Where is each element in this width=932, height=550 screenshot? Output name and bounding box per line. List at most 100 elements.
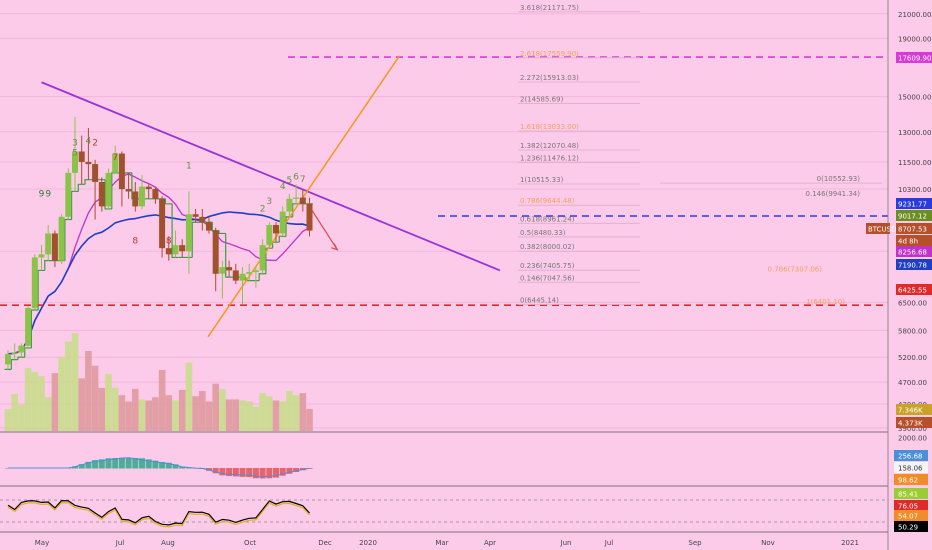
stoch-axis-label: 76.05 [898, 503, 918, 511]
volume-bar [44, 397, 52, 431]
candle-body[interactable] [259, 245, 266, 271]
candle-body[interactable] [252, 270, 259, 273]
candle-body[interactable] [5, 353, 11, 365]
volume-bar [306, 408, 313, 431]
price-tick-label: 4700.00 [898, 379, 927, 387]
count-label: 8 [132, 237, 138, 247]
volume-bar [11, 394, 18, 431]
volume-bar [178, 389, 186, 431]
candle-body[interactable] [273, 225, 279, 234]
candle-body[interactable] [72, 151, 78, 173]
price-tick-label: 21000.00 [898, 11, 931, 19]
candle-body[interactable] [165, 248, 172, 255]
candle-body[interactable] [199, 216, 206, 223]
macd-histogram-bar [98, 459, 105, 469]
candle-body[interactable] [206, 222, 212, 231]
macd-histogram-bar [266, 468, 273, 479]
volume-bar [91, 365, 99, 431]
candle-body[interactable] [286, 198, 293, 212]
candle-body[interactable] [112, 153, 119, 173]
price-tag-label: 8707.53 [898, 226, 927, 234]
candle-body[interactable] [232, 270, 239, 281]
candle-body[interactable] [85, 161, 92, 165]
candles[interactable] [5, 117, 313, 370]
candle-body[interactable] [226, 267, 233, 271]
candle-body[interactable] [51, 233, 58, 261]
candle-body[interactable] [299, 197, 306, 204]
candle-body[interactable] [185, 214, 192, 252]
count-label: 6 [293, 173, 299, 183]
volume-bars [4, 333, 313, 431]
candle-body[interactable] [65, 172, 72, 217]
candle-body[interactable] [118, 153, 125, 190]
candle-body[interactable] [139, 186, 145, 207]
candle-body[interactable] [105, 172, 112, 207]
candle-body[interactable] [219, 267, 226, 274]
volume-bar [192, 396, 199, 431]
macd-tag-bg [894, 462, 928, 473]
stoch-tag-bg [894, 521, 928, 532]
volume-bar [272, 400, 280, 431]
candle-body[interactable] [279, 211, 286, 234]
candle-body[interactable] [18, 345, 25, 353]
fib-label: 1(10515.33) [520, 176, 564, 184]
fib-label: 0.146(9941.34) [806, 190, 861, 198]
volume-bar [205, 401, 213, 431]
fib-label: 0.382(8000.02) [520, 243, 575, 251]
candle-body[interactable] [246, 272, 253, 274]
fib-label: 2.618(17559.90) [520, 50, 579, 58]
candle-body[interactable] [58, 216, 65, 261]
macd-histogram-bar [239, 468, 246, 477]
candle-body[interactable] [212, 230, 219, 274]
volume-bar [239, 400, 246, 431]
price-tag-bg [896, 235, 932, 246]
candle-body[interactable] [45, 233, 52, 255]
macd-histogram-bar [206, 468, 212, 471]
candle-body[interactable] [92, 164, 99, 182]
macd-histogram-bar [246, 468, 253, 478]
time-tick-label: May [35, 539, 49, 547]
volume-bar [286, 391, 293, 431]
candle-body[interactable] [98, 181, 105, 207]
volume-bar [111, 387, 119, 431]
candle-body[interactable] [172, 245, 179, 255]
price-tick-label: 5200.00 [898, 354, 927, 362]
price-tick-label: 3900.00 [898, 425, 927, 433]
count-label: 3 [72, 138, 78, 148]
candle-body[interactable] [159, 198, 166, 249]
price-tag-label: 7.346K [898, 407, 923, 415]
candle-body[interactable] [132, 191, 139, 207]
macd-histogram-bar [172, 464, 179, 469]
count-label: 4 [86, 136, 92, 146]
candle-body[interactable] [38, 254, 45, 258]
volume-bar [98, 387, 106, 431]
count-label: 7 [112, 153, 118, 163]
candle-body[interactable] [11, 352, 18, 354]
candle-body[interactable] [78, 151, 85, 162]
volume-bar [85, 351, 92, 431]
candle-body[interactable] [239, 273, 246, 281]
candle-body[interactable] [192, 214, 199, 217]
fib-label: 0.618(8961.24) [520, 215, 575, 223]
volume-bar [212, 383, 219, 431]
macd-histogram-bar [159, 461, 166, 469]
macd-histogram-bar [105, 458, 112, 469]
candle-body[interactable] [306, 203, 313, 231]
ma-long-line [7, 211, 310, 355]
price-tick-label: 6500.00 [898, 299, 927, 307]
macd-histogram-bar [232, 468, 239, 477]
candle-body[interactable] [293, 197, 300, 199]
count-label: 3 [266, 197, 272, 207]
candle-body[interactable] [152, 189, 159, 199]
candle-body[interactable] [31, 257, 38, 309]
candle-body[interactable] [266, 225, 273, 246]
candle-body[interactable] [25, 308, 32, 346]
candle-body[interactable] [179, 245, 186, 252]
candle-body[interactable] [125, 189, 132, 192]
volume-bar [185, 362, 193, 431]
macd-histogram-bar [72, 466, 78, 469]
volume-bar [4, 408, 12, 431]
price-tick-label: 10300.00 [898, 186, 931, 194]
candle-body[interactable] [145, 186, 152, 190]
